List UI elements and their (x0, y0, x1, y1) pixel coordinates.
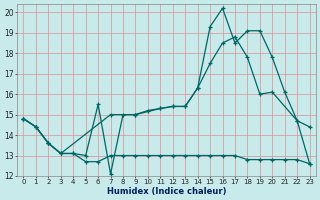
X-axis label: Humidex (Indice chaleur): Humidex (Indice chaleur) (107, 187, 226, 196)
